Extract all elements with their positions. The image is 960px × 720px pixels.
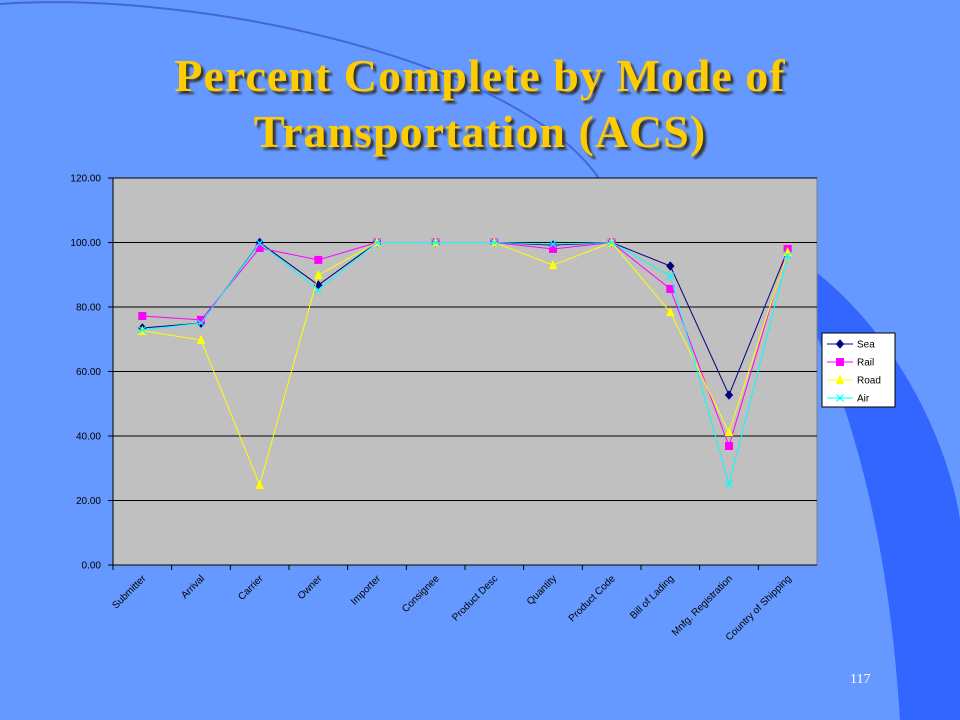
decor-curve bbox=[0, 1, 601, 181]
x-tick-label: Owner bbox=[296, 573, 325, 602]
legend-label: Sea bbox=[857, 340, 875, 351]
x-tick-label: Arrival bbox=[179, 573, 207, 601]
marker bbox=[549, 240, 557, 249]
decor-shape bbox=[800, 260, 960, 720]
x-tick-label: Importer bbox=[349, 573, 384, 608]
marker bbox=[666, 272, 675, 280]
marker bbox=[431, 238, 440, 247]
marker bbox=[835, 339, 845, 349]
marker bbox=[314, 269, 323, 280]
y-tick-label: 20.00 bbox=[76, 496, 101, 507]
marker bbox=[836, 358, 844, 366]
y-tick-label: 120.00 bbox=[70, 174, 101, 185]
page-number: 117 bbox=[850, 672, 871, 687]
y-tick-label: 100.00 bbox=[70, 238, 101, 249]
x-tick-label: Quantity bbox=[525, 573, 559, 607]
marker bbox=[666, 261, 675, 271]
marker bbox=[549, 244, 557, 253]
legend-label: Road bbox=[857, 376, 881, 387]
y-tick-label: 40.00 bbox=[76, 432, 101, 443]
marker bbox=[255, 239, 264, 248]
marker bbox=[196, 334, 206, 344]
x-tick-label: Consignee bbox=[400, 573, 442, 615]
marker bbox=[725, 441, 733, 450]
y-tick-label: 80.00 bbox=[76, 303, 101, 314]
marker bbox=[548, 259, 558, 270]
x-tick-label: Product Desc bbox=[450, 573, 500, 623]
marker bbox=[314, 255, 323, 264]
marker bbox=[314, 285, 323, 294]
x-tick-label: Product Code bbox=[567, 573, 618, 624]
x-tick-label: Carrier bbox=[236, 573, 266, 603]
x-tick-label: Submitter bbox=[110, 573, 149, 612]
marker bbox=[197, 319, 205, 328]
x-tick-label: Mnfg. Registration bbox=[670, 573, 735, 638]
marker bbox=[490, 238, 499, 247]
slide-title: Percent Complete by Mode of Transportati… bbox=[174, 50, 786, 157]
legend-label: Air bbox=[857, 394, 870, 405]
marker bbox=[725, 480, 733, 489]
marker bbox=[835, 374, 845, 384]
marker bbox=[138, 325, 147, 334]
legend-label: Rail bbox=[857, 358, 874, 369]
marker bbox=[607, 238, 616, 247]
y-tick-label: 60.00 bbox=[76, 367, 101, 378]
marker bbox=[724, 426, 734, 437]
series-line bbox=[142, 241, 789, 487]
y-tick-label: 0.00 bbox=[82, 561, 102, 572]
x-tick-label: Country of Shipping bbox=[724, 573, 794, 643]
marker bbox=[724, 390, 734, 400]
series-group bbox=[138, 237, 792, 490]
legend bbox=[821, 332, 896, 408]
marker bbox=[255, 479, 264, 490]
marker bbox=[783, 251, 792, 260]
x-tick-label: Bill of Lading bbox=[628, 573, 676, 621]
marker bbox=[138, 312, 147, 321]
marker bbox=[836, 394, 844, 402]
marker bbox=[666, 306, 675, 317]
marker bbox=[373, 238, 381, 247]
grid bbox=[108, 177, 817, 570]
